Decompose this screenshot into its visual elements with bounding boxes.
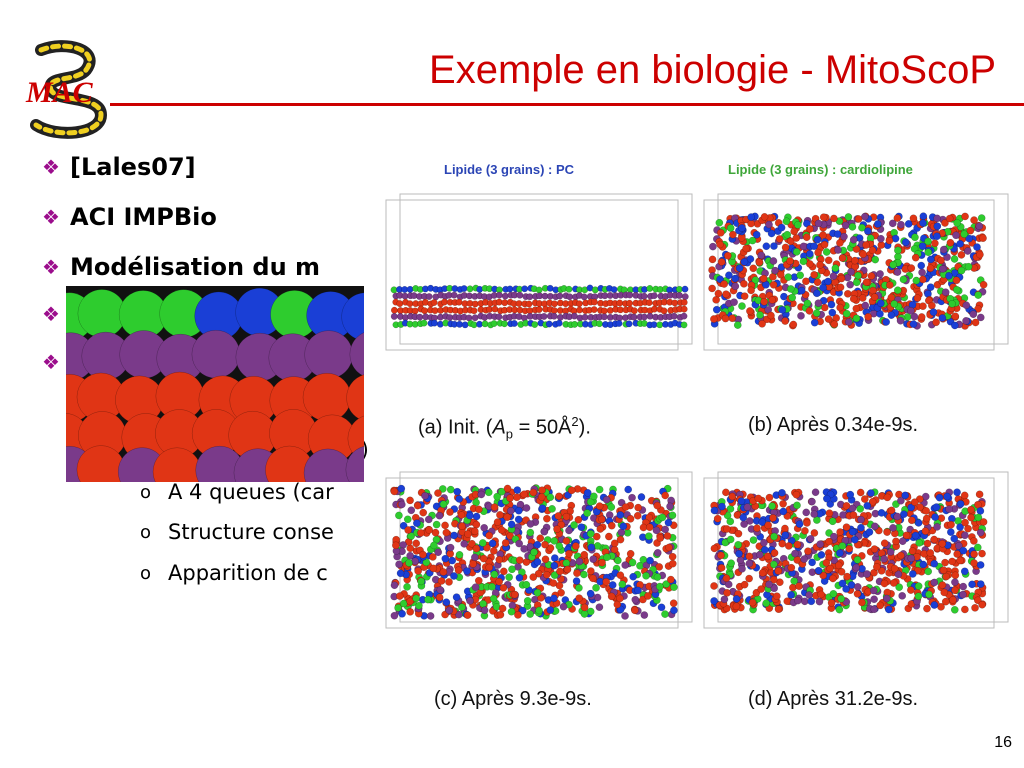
sub-bullet-marker: o: [140, 562, 152, 584]
diamond-bullet-icon: ❖: [42, 350, 60, 374]
sub-bullet-1-text: A 4 queues (car: [168, 480, 334, 504]
caption-a: (a) Init. (Ap = 50Å2).: [418, 414, 591, 442]
page-number: 16: [994, 734, 1012, 751]
bullet-1: ❖ [Lales07]: [42, 153, 196, 181]
diamond-bullet-icon: ❖: [42, 205, 60, 229]
bullet-4: ❖: [42, 302, 70, 326]
panel-title-left: Lipide (3 grains) : PC: [444, 162, 575, 177]
logo-text: MAC: [25, 76, 94, 109]
bullet-3: ❖ Modélisation du m: [42, 253, 320, 281]
sub-bullet-3: o Apparition de c: [140, 561, 328, 585]
bullet-2: ❖ ACI IMPBio: [42, 203, 217, 231]
sub-bullet-marker: o: [140, 481, 152, 503]
diamond-bullet-icon: ❖: [42, 155, 60, 179]
sub-bullet-marker: o: [140, 521, 152, 543]
simulation-panels: [385, 193, 1009, 629]
caption-d: (d) Après 31.2e-9s.: [748, 688, 919, 710]
caption-b: (b) Après 0.34e-9s.: [748, 414, 919, 436]
sub-bullet-3-text: Apparition de c: [168, 561, 328, 585]
mac-logo: MAC: [6, 40, 118, 140]
panel-title-right: Lipide (3 grains) : cardiolipine: [728, 162, 913, 177]
bullet-3-text: Modélisation du m: [70, 253, 321, 281]
membrane-zoom-image: [66, 286, 364, 482]
simulation-figure: Lipide (3 grains) : PC Lipide (3 grains)…: [378, 150, 1018, 710]
panel-d-membrane: [710, 488, 988, 614]
caption-c: (c) Après 9.3e-9s.: [434, 688, 592, 710]
title-divider: [110, 103, 1024, 106]
bullet-5: ❖: [42, 350, 70, 374]
panel-a-membrane: [390, 284, 689, 329]
slide-title: Exemple en biologie - MitoScoP: [429, 48, 996, 92]
diamond-bullet-icon: ❖: [42, 302, 60, 326]
panel-c-membrane: [390, 484, 678, 620]
sub-bullet-2-text: Structure conse: [168, 520, 334, 544]
sub-bullet-1: o A 4 queues (car: [140, 480, 334, 504]
bullet-2-text: ACI IMPBio: [70, 203, 217, 231]
diamond-bullet-icon: ❖: [42, 255, 60, 279]
panel-b-membrane: [708, 212, 988, 330]
bullet-1-text: [Lales07]: [70, 153, 196, 181]
sub-bullet-2: o Structure conse: [140, 520, 334, 544]
